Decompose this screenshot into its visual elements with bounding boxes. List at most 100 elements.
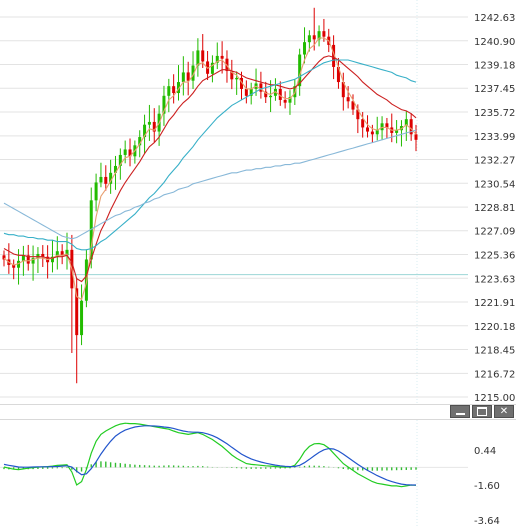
y-tick-label: 1225.36 (474, 251, 515, 262)
candle (109, 159, 113, 194)
candle (206, 51, 210, 81)
candle-body (138, 137, 142, 146)
candle-body (307, 35, 311, 43)
indicator-chart: 0.44 -1.60 -3.64 (0, 420, 500, 528)
y-tick-label: 1228.81 (474, 203, 515, 214)
candle-body (312, 35, 316, 40)
candle (298, 48, 302, 96)
candle-body (80, 300, 84, 336)
candle (176, 65, 180, 101)
candle-body (341, 82, 345, 98)
candle-body (230, 71, 234, 80)
candle-body (346, 97, 350, 102)
y-tick-label: 1237.45 (474, 84, 515, 95)
candle (307, 30, 311, 52)
candle (351, 94, 355, 115)
candle-body (380, 123, 384, 131)
candle-body (99, 176, 103, 183)
candle (162, 85, 166, 126)
candle-body (167, 86, 171, 96)
y-tick-label: 0.44 (474, 446, 496, 457)
candle-body (147, 121, 151, 125)
moving-average-line (3, 129, 417, 240)
oscillator-line (3, 422, 417, 488)
y-tick-label: 1233.99 (474, 132, 515, 143)
candle (70, 234, 74, 353)
candle-body (181, 72, 185, 83)
moving-average-line (3, 59, 417, 251)
maximize-icon (477, 407, 487, 416)
candle (303, 27, 307, 64)
candle (80, 284, 84, 346)
candle-body (152, 121, 156, 132)
candle-body (162, 95, 166, 114)
candle-body (303, 42, 307, 55)
minimize-button[interactable] (450, 405, 470, 418)
candle-body (176, 82, 180, 94)
candle (181, 56, 185, 96)
candle (288, 90, 292, 115)
candle-body (244, 88, 248, 96)
candle-body (351, 101, 355, 110)
y-tick-label: -3.64 (474, 516, 500, 527)
y-tick-label: 1221.91 (474, 298, 515, 309)
candle-body (288, 97, 292, 103)
candle (240, 71, 244, 100)
maximize-button[interactable] (472, 405, 492, 418)
candle (215, 42, 219, 70)
candle-body (186, 72, 190, 81)
candle (104, 165, 108, 191)
candle-body (370, 131, 374, 135)
candle (249, 82, 253, 105)
candle-body (172, 86, 176, 94)
candle-body (235, 77, 239, 80)
y-tick-label: 1230.54 (474, 179, 515, 190)
close-button[interactable]: ✕ (494, 405, 514, 418)
candle-body (31, 258, 35, 264)
candle (60, 244, 64, 265)
candle (375, 116, 379, 141)
candle-body (249, 88, 253, 96)
candle (210, 55, 214, 83)
candle (336, 58, 340, 89)
moving-average-line (3, 37, 417, 301)
candle-body (215, 55, 219, 63)
candle-body (118, 154, 122, 166)
candle (269, 80, 273, 113)
candle (370, 124, 374, 143)
candle-body (332, 44, 336, 67)
candle-body (356, 109, 360, 120)
y-tick-label: 1240.90 (474, 37, 515, 48)
candle (317, 25, 321, 47)
candle (399, 120, 403, 147)
candle (404, 110, 408, 141)
y-tick-label: 1215.00 (474, 393, 515, 404)
candle (191, 51, 195, 89)
candle (36, 247, 40, 274)
candle-body (12, 264, 16, 268)
candle-body (414, 134, 418, 140)
candle (283, 91, 287, 109)
candle-body (409, 119, 413, 135)
candle (414, 124, 418, 152)
candle-body (21, 255, 25, 261)
window-controls: ✕ (450, 405, 514, 418)
candle-body (366, 127, 370, 132)
candle-body (89, 200, 93, 260)
candle (147, 104, 151, 141)
panel-divider (0, 404, 516, 420)
candle-body (283, 99, 287, 103)
candle (366, 115, 370, 138)
candle (273, 78, 277, 101)
candle-body (278, 88, 282, 100)
candle (128, 138, 132, 167)
candle (312, 7, 316, 51)
candle-body (36, 253, 40, 259)
candle-body (17, 260, 21, 268)
candle (186, 61, 190, 96)
y-tick-label: 1218.45 (474, 346, 515, 357)
candle-body (41, 253, 45, 257)
candle (50, 239, 54, 273)
candle-body (375, 130, 379, 135)
candle-body (361, 119, 365, 128)
